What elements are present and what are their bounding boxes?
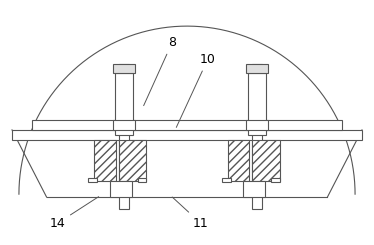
Bar [119,140,147,181]
Bar [252,140,280,181]
Bar [271,178,280,182]
Bar [115,73,133,135]
Bar [113,64,135,73]
Bar [248,73,266,135]
Text: 10: 10 [176,53,216,127]
Bar [113,120,135,130]
Bar [94,140,116,181]
Bar [12,130,362,140]
Bar [246,120,268,130]
Bar [243,181,265,197]
Text: 11: 11 [172,197,209,230]
Bar [252,64,262,209]
Bar [119,64,129,209]
Bar [88,178,97,182]
Bar [138,178,147,182]
Bar [222,178,230,182]
Bar [246,64,268,73]
Text: 8: 8 [144,36,176,106]
Bar [227,140,249,181]
Bar [32,120,342,130]
Bar [110,181,132,197]
Text: 14: 14 [50,197,99,230]
